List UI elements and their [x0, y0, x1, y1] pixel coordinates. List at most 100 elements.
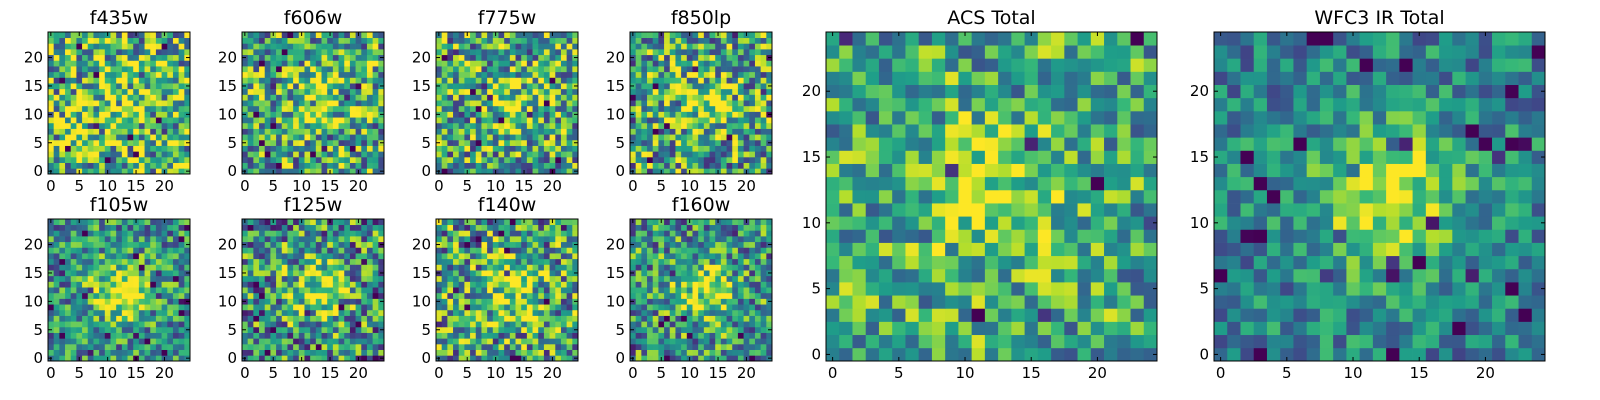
heatmap-cell — [116, 134, 123, 141]
heatmap-cell — [349, 151, 356, 158]
heatmap-cell — [566, 122, 573, 129]
heatmap-cell — [327, 60, 334, 67]
heatmap-cell — [515, 94, 522, 101]
heatmap-cell — [264, 287, 271, 294]
heatmap-cell — [526, 49, 533, 56]
heatmap-cell — [703, 43, 710, 50]
heatmap-cell — [945, 203, 959, 217]
heatmap-cell — [458, 32, 465, 39]
y-tick-label: 10 — [218, 105, 237, 123]
heatmap-cell — [82, 241, 89, 248]
heatmap-cell — [1090, 32, 1105, 46]
heatmap-cell — [1346, 163, 1360, 178]
heatmap-cell — [1319, 321, 1334, 336]
heatmap-cell — [332, 32, 339, 39]
heatmap-cell — [878, 110, 893, 125]
heatmap-cell — [344, 105, 351, 112]
heatmap-cell — [1492, 176, 1506, 191]
heatmap-cell — [538, 77, 545, 84]
heatmap-cell — [121, 253, 128, 260]
heatmap-cell — [332, 275, 339, 282]
heatmap-cell — [372, 298, 379, 305]
heatmap-cell — [167, 100, 174, 107]
heatmap-cell — [1372, 150, 1387, 164]
heatmap-cell — [878, 71, 893, 85]
heatmap-cell — [726, 151, 733, 158]
heatmap-cell — [247, 304, 254, 311]
heatmap-cell — [492, 117, 499, 124]
heatmap-cell — [1465, 321, 1480, 336]
heatmap-cell — [892, 176, 906, 191]
heatmap-cell — [172, 315, 179, 322]
heatmap-cell — [945, 295, 959, 309]
heatmap-cell — [715, 43, 722, 50]
heatmap-cell — [669, 105, 676, 112]
heatmap-cell — [715, 122, 722, 129]
heatmap-cell — [1293, 110, 1308, 125]
heatmap-cell — [310, 83, 317, 90]
heatmap-cell — [749, 71, 756, 78]
heatmap-cell — [487, 145, 494, 152]
heatmap-cell — [692, 168, 699, 175]
heatmap-cell — [470, 145, 477, 152]
heatmap-cell — [99, 321, 106, 328]
heatmap-cell — [1505, 97, 1519, 112]
heatmap-cell — [150, 304, 157, 311]
heatmap-cell — [1024, 268, 1039, 283]
heatmap-cell — [1478, 32, 1493, 46]
heatmap-cell — [984, 150, 999, 164]
heatmap-cell — [1240, 242, 1255, 257]
heatmap-cell — [447, 100, 454, 107]
heatmap-cell — [560, 54, 567, 61]
heatmap-cell — [698, 43, 705, 50]
heatmap-cell — [1253, 97, 1268, 112]
heatmap-cell — [372, 321, 379, 328]
heatmap-cell — [332, 66, 339, 73]
heatmap-cell — [259, 88, 266, 95]
heatmap-cell — [1253, 163, 1268, 178]
heatmap-cell — [378, 122, 385, 129]
heatmap-cell — [70, 128, 77, 135]
heatmap-cell — [59, 94, 66, 101]
heatmap-cell — [1253, 176, 1268, 191]
heatmap-cell — [366, 100, 373, 107]
heatmap-cell — [1143, 150, 1158, 164]
x-tick-label: 20 — [737, 177, 756, 195]
heatmap-cell — [178, 230, 185, 237]
heatmap-cell — [110, 66, 117, 73]
heatmap-cell — [59, 338, 66, 345]
heatmap-cell — [1227, 150, 1241, 164]
heatmap-cell — [703, 88, 710, 95]
heatmap-cell — [172, 139, 179, 146]
heatmap-cell — [116, 77, 123, 84]
heatmap-cell — [65, 270, 72, 277]
heatmap-cell — [1090, 216, 1105, 230]
heatmap-cell — [315, 54, 322, 61]
heatmap-cell — [276, 349, 283, 356]
heatmap-cell — [1037, 150, 1052, 164]
heatmap-cell — [572, 151, 579, 158]
heatmap-cell — [321, 122, 328, 129]
heatmap-cell — [48, 349, 55, 356]
heatmap-cell — [441, 139, 448, 146]
heatmap-cell — [293, 156, 300, 163]
heatmap-cell — [116, 111, 123, 118]
heatmap-cell — [1465, 137, 1480, 151]
heatmap-cell — [59, 105, 66, 112]
heatmap-cell — [635, 43, 642, 50]
heatmap-cell — [1253, 347, 1268, 362]
heatmap-cell — [366, 66, 373, 73]
heatmap-cell — [1266, 110, 1281, 125]
heatmap-cell — [1319, 308, 1334, 322]
heatmap-cell — [1130, 124, 1145, 138]
heatmap-cell — [1412, 150, 1427, 164]
heatmap-cell — [1064, 229, 1078, 243]
heatmap-cell — [492, 111, 499, 118]
heatmap-cell — [1037, 124, 1052, 138]
heatmap-cell — [104, 292, 111, 299]
heatmap-cell — [1386, 163, 1400, 178]
heatmap-cell — [664, 111, 671, 118]
heatmap-cell — [698, 122, 705, 129]
heatmap-cell — [647, 105, 654, 112]
heatmap-cell — [515, 100, 522, 107]
